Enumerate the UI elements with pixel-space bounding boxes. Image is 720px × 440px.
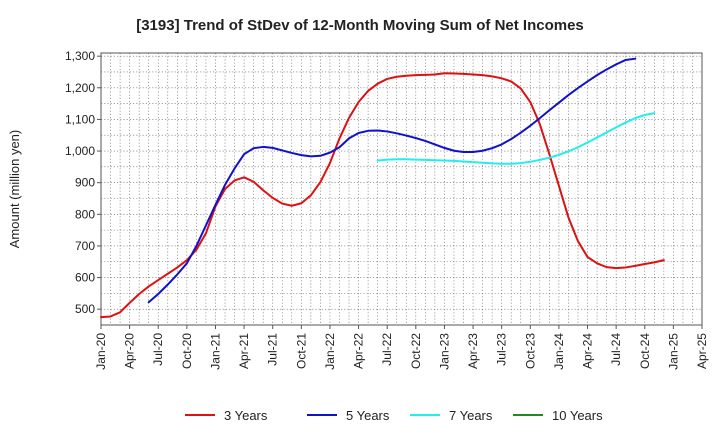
- x-tick-label: Apr-23: [466, 333, 480, 369]
- x-tick-label: Jan-21: [208, 333, 222, 370]
- x-axis-ticks: Jan-20 Apr-20 Jul-20 Oct-20 Jan-21 Apr-21 Jul-…: [94, 325, 709, 370]
- x-tick-label: Jan-22: [323, 333, 337, 370]
- x-tick-label: Jul-24: [609, 333, 623, 366]
- plot-frame: [100, 52, 703, 326]
- y-axis-ticks: 500 600 700 800 900 1,000 1,100 1,200 1,300: [65, 49, 101, 316]
- y-tick-label: 600: [75, 271, 95, 285]
- legend-label: 10 Years: [552, 408, 603, 423]
- y-tick-label: 1,000: [65, 144, 95, 158]
- x-tick-label: Oct-24: [638, 333, 652, 369]
- x-tick-label: Apr-20: [123, 333, 137, 369]
- y-tick-label: 800: [75, 207, 95, 221]
- x-tick-label: Oct-21: [294, 333, 308, 369]
- x-tick-label: Jan-25: [666, 333, 680, 370]
- x-tick-label: Jul-23: [495, 333, 509, 366]
- x-tick-label: Apr-22: [352, 333, 366, 369]
- series-lines: [100, 57, 665, 319]
- x-tick-label: Jul-21: [266, 333, 280, 366]
- chart-title: [3193] Trend of StDev of 12-Month Moving…: [136, 17, 584, 34]
- x-tick-label: Jul-22: [380, 333, 394, 366]
- legend: 3 Years 5 Years 7 Years 10 Years: [185, 408, 603, 423]
- series-line-7-years: [376, 112, 656, 165]
- y-tick-label: 500: [75, 302, 95, 316]
- y-tick-label: 1,200: [65, 81, 95, 95]
- y-tick-label: 900: [75, 176, 95, 190]
- y-tick-label: 1,300: [65, 49, 95, 63]
- y-tick-label: 1,100: [65, 112, 95, 126]
- legend-label: 5 Years: [346, 408, 390, 423]
- x-tick-label: Jan-20: [94, 333, 108, 370]
- legend-label: 3 Years: [224, 408, 268, 423]
- x-tick-label: Jul-20: [151, 333, 165, 366]
- x-tick-label: Jan-23: [437, 333, 451, 370]
- x-tick-label: Apr-21: [237, 333, 251, 369]
- series-line-5-years: [147, 57, 637, 304]
- legend-label: 7 Years: [449, 408, 493, 423]
- series-line-3-years: [100, 72, 665, 319]
- x-tick-label: Apr-24: [581, 333, 595, 369]
- x-tick-label: Apr-25: [695, 333, 709, 369]
- x-tick-label: Oct-20: [180, 333, 194, 369]
- x-tick-label: Jan-24: [552, 333, 566, 370]
- y-tick-label: 700: [75, 239, 95, 253]
- x-tick-label: Oct-23: [523, 333, 537, 369]
- grid: [101, 53, 702, 325]
- y-axis-label: Amount (million yen): [7, 130, 22, 249]
- x-tick-label: Oct-22: [409, 333, 423, 369]
